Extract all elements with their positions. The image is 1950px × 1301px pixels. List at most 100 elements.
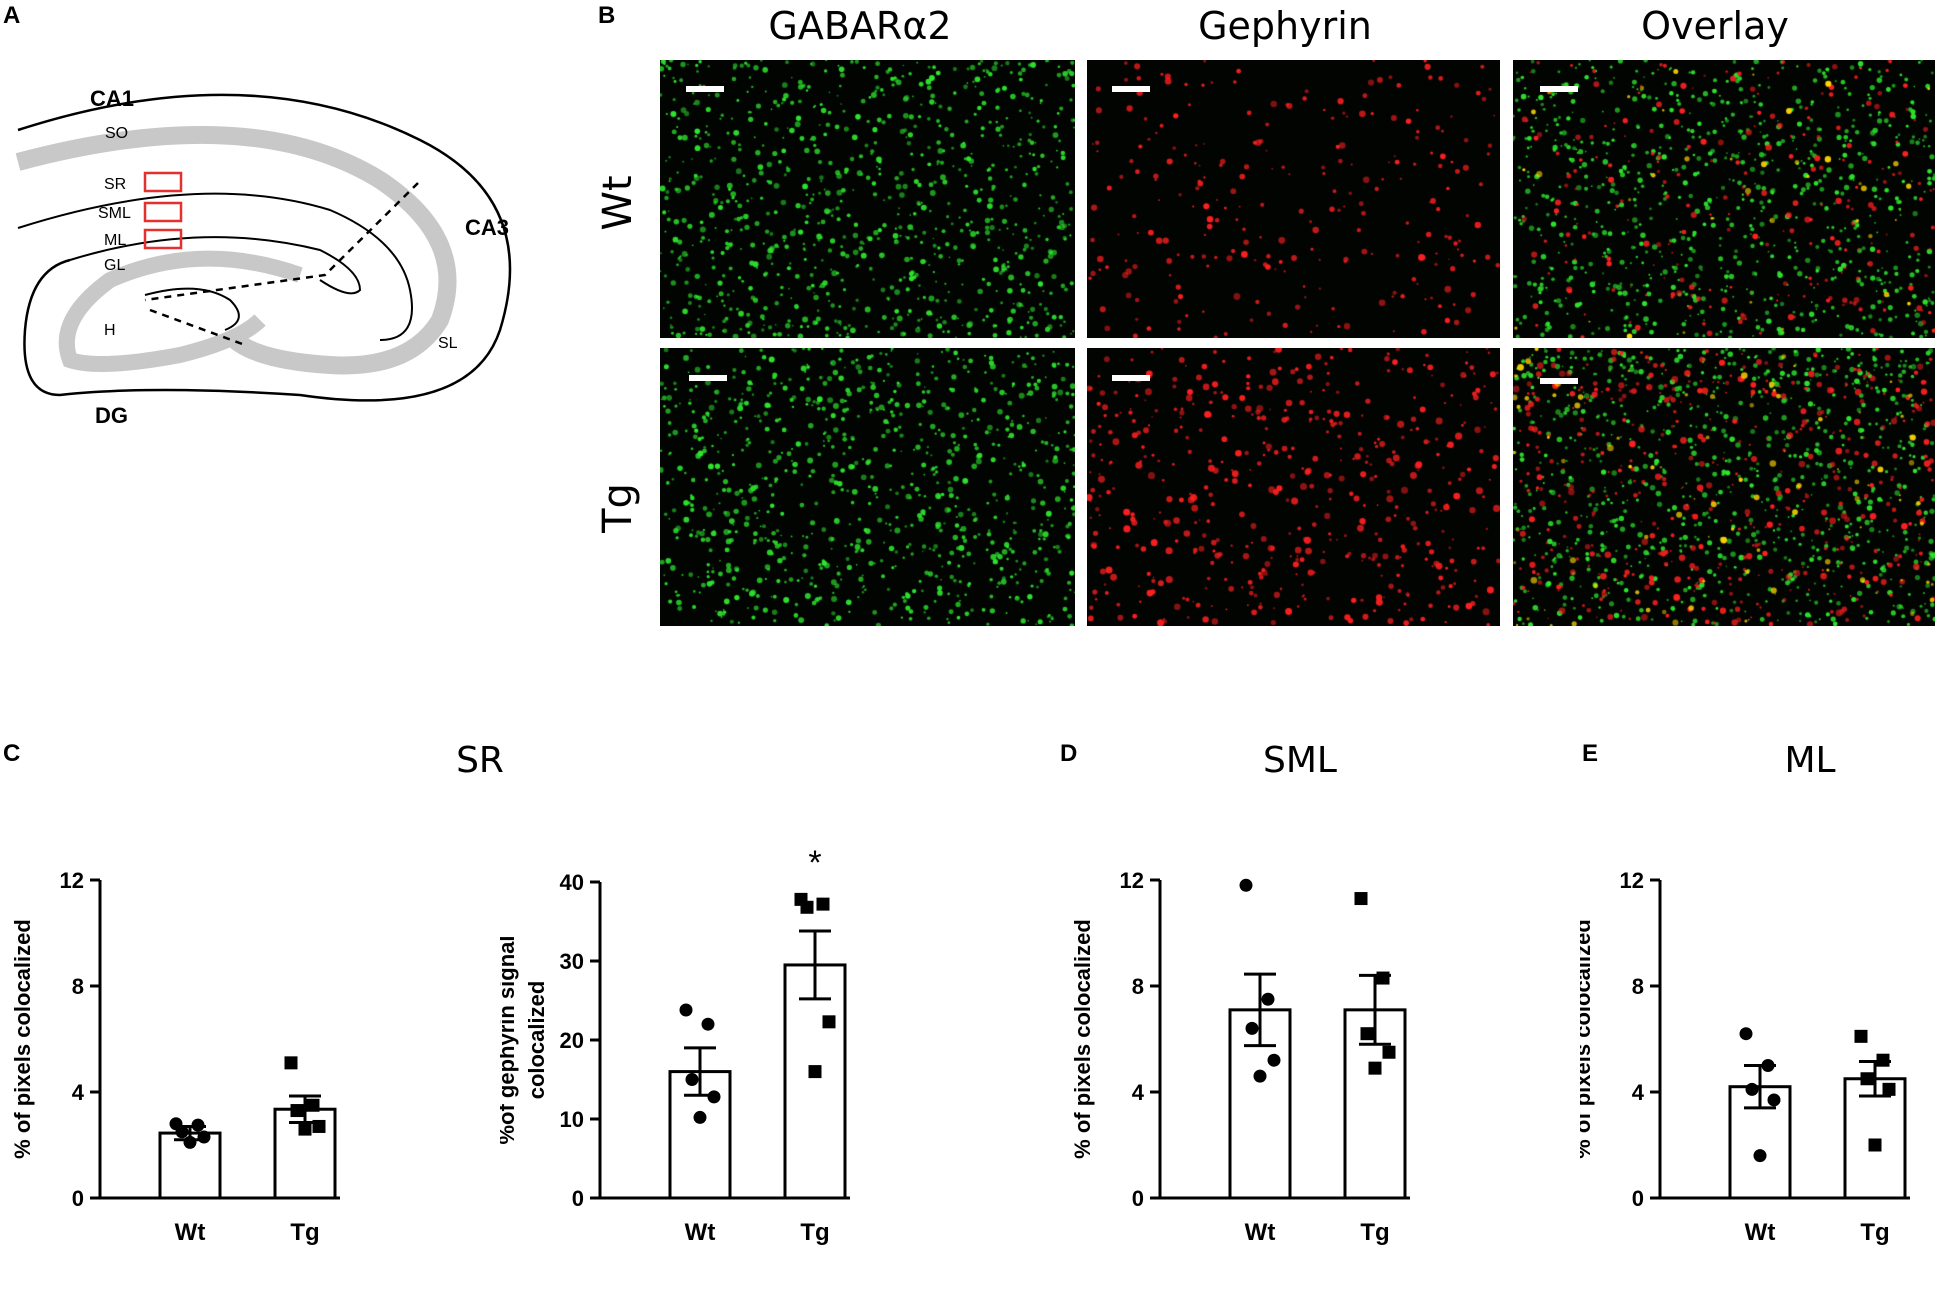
y-tick-label: 10 — [560, 1107, 584, 1132]
title-sr: SR — [456, 740, 504, 781]
data-point — [701, 1017, 715, 1031]
x-tick-label: Tg — [1860, 1219, 1889, 1246]
x-tick-label: Tg — [290, 1219, 319, 1246]
data-point — [290, 1104, 304, 1118]
y-axis-label: colocalized — [524, 981, 549, 1100]
data-point — [800, 900, 814, 914]
hippocampal-fissure — [17, 192, 413, 341]
scale-bar — [1112, 375, 1150, 381]
data-point — [1745, 1082, 1759, 1096]
scale-bar — [689, 375, 727, 381]
data-point — [822, 1015, 836, 1029]
y-axis-label: %of gephyrin signal — [500, 935, 519, 1144]
panel-letter-c: C — [3, 740, 21, 767]
data-point — [312, 1119, 326, 1133]
micrograph-tg-overlay — [1513, 348, 1935, 626]
label-sml: SML — [98, 205, 131, 222]
data-point — [175, 1125, 189, 1139]
column-header-gabara2: GABARα2 — [768, 4, 952, 48]
chart-e-pixels: 0 4 8 12 % of pixels colocalized Wt Tg — [1580, 868, 1910, 1246]
micrograph-tg-gephyrin — [1087, 348, 1500, 626]
y-tick-label: 30 — [560, 949, 584, 974]
y-tick-label: 12 — [1620, 868, 1644, 893]
ml-roi-box — [143, 228, 183, 250]
chart-d-pixels: 0 4 8 12 % of pixels colocalized Wt Tg — [1070, 868, 1410, 1246]
hilus-dashed-line — [149, 308, 246, 347]
ml-outline — [69, 236, 362, 295]
data-point — [298, 1122, 312, 1136]
data-point — [1368, 1061, 1382, 1075]
label-sl: SL — [438, 335, 458, 352]
label-so: SO — [105, 125, 128, 142]
data-point — [284, 1056, 298, 1070]
bar — [158, 1131, 222, 1200]
data-point — [197, 1130, 211, 1144]
y-tick-label: 0 — [1632, 1186, 1644, 1211]
data-point — [816, 897, 830, 911]
y-tick-label: 8 — [1132, 974, 1144, 999]
data-point — [679, 1003, 693, 1017]
label-sr: SR — [104, 176, 126, 193]
data-point — [1860, 1072, 1874, 1086]
y-tick-label: 4 — [1132, 1080, 1145, 1105]
panel-letter-e: E — [1582, 740, 1599, 767]
data-point — [306, 1098, 320, 1112]
data-point — [1739, 1027, 1753, 1041]
bar — [668, 1070, 732, 1200]
data-point — [1882, 1082, 1896, 1096]
chart-c-gephyrin: 0 10 20 30 40 %of gephyrin signal colocalized W… — [500, 844, 850, 1246]
micrograph-wt-gabara2 — [660, 60, 1075, 338]
label-ca1: CA1 — [90, 86, 134, 111]
y-tick-label: 0 — [1132, 1186, 1144, 1211]
data-point — [1376, 971, 1390, 985]
bar — [783, 963, 847, 1200]
scale-bar — [1540, 86, 1578, 92]
x-tick-label: Wt — [1745, 1219, 1776, 1246]
micrograph-wt-overlay — [1513, 60, 1935, 338]
data-point — [183, 1135, 197, 1149]
pyramidal-layer — [15, 125, 457, 375]
data-point — [1876, 1053, 1890, 1067]
x-tick-label: Tg — [800, 1219, 829, 1246]
granule-layer — [58, 250, 303, 372]
data-point — [1854, 1029, 1868, 1043]
row-label-tg: Tg — [595, 483, 641, 533]
ca3-dashed-line — [144, 182, 419, 302]
panel-letter-d: D — [1060, 740, 1078, 767]
data-point — [1868, 1138, 1882, 1152]
y-tick-label: 8 — [72, 974, 84, 999]
x-tick-label: Wt — [685, 1219, 716, 1246]
scale-bar — [686, 86, 724, 92]
data-point — [1761, 1059, 1775, 1072]
data-point — [1360, 1027, 1374, 1041]
scale-bar — [1540, 378, 1578, 384]
label-h: H — [104, 322, 116, 339]
data-point — [1261, 992, 1275, 1006]
y-axis-label: % of pixels colocalized — [1580, 919, 1595, 1159]
data-point — [1239, 878, 1253, 892]
label-ml: ML — [104, 232, 126, 249]
sml-roi-box — [143, 201, 183, 223]
y-tick-label: 0 — [572, 1186, 584, 1211]
y-axis-label: % of pixels colocalized — [10, 919, 35, 1159]
y-tick-label: 8 — [1632, 974, 1644, 999]
panel-letter-a: A — [3, 2, 21, 29]
x-tick-label: Wt — [1245, 1219, 1276, 1246]
label-ca3: CA3 — [465, 215, 509, 240]
y-tick-label: 20 — [560, 1028, 584, 1053]
y-tick-label: 4 — [72, 1080, 85, 1105]
label-gl: GL — [104, 257, 125, 274]
data-point — [1753, 1149, 1767, 1163]
chart-c-pixels: 0 4 8 12 % of pixels colocalized Wt Tg — [10, 868, 340, 1246]
y-tick-label: 12 — [60, 868, 84, 893]
micrograph-wt-gephyrin — [1087, 60, 1500, 338]
title-sml: SML — [1263, 740, 1337, 781]
data-point — [1382, 1045, 1396, 1059]
data-point — [1253, 1069, 1267, 1083]
bar — [1843, 1077, 1907, 1200]
x-tick-label: Tg — [1360, 1219, 1389, 1246]
ca1-outer-outline — [17, 93, 512, 402]
y-tick-label: 40 — [560, 870, 584, 895]
data-point — [1767, 1093, 1781, 1107]
data-point — [808, 1065, 822, 1079]
